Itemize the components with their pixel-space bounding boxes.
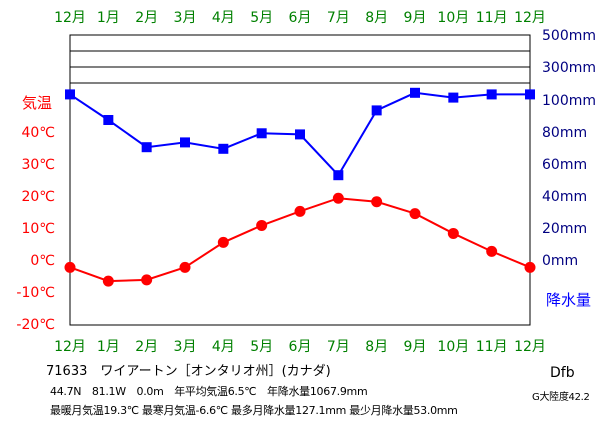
temperature-series [64,192,536,287]
top-month-label: 4月 [212,10,235,26]
precip-point [180,137,190,148]
bottom-month-label: 8月 [365,339,388,355]
temp-point [332,192,344,204]
temp-point [524,261,536,273]
precip-point [218,143,229,154]
precip-tick-label: 100mm [542,93,596,109]
precip-point [65,89,75,100]
climate-chart: 12月 1月 2月 3月 4月 5月 6月 7月 8月 9月 10月 11月 12月 12月 1月 2月 3月… [16,10,596,355]
top-month-label: 12月 [514,10,546,26]
precip-tick-label: 60mm [542,157,587,173]
temp-point [141,274,153,286]
top-month-label: 11月 [476,10,508,26]
top-month-label: 5月 [250,10,273,26]
bottom-month-label: 5月 [250,339,273,355]
top-month-label: 6月 [289,10,312,26]
bottom-month-label: 6月 [289,339,312,355]
temp-point [294,205,306,217]
precip-tick-label: 80mm [542,125,587,141]
top-month-label: 1月 [97,10,120,26]
precip-point [333,170,344,181]
station-extremes-line: 最暖月気温19.3℃ 最寒月気温-6.6℃ 最多月降水量127.1mm 最少月降… [50,404,458,417]
temp-tick-label: 0℃ [30,253,55,269]
temp-point [217,236,229,248]
top-month-label: 2月 [135,10,158,26]
temp-axis-title: 気温 [22,94,52,112]
plot-frame [69,34,531,326]
bottom-month-label: 9月 [404,339,427,355]
bottom-month-label: 2月 [135,339,158,355]
temp-tick-label: -10℃ [16,285,55,301]
temp-point [486,245,498,257]
plot-border [69,34,531,326]
bottom-month-label: 11月 [476,339,508,355]
precip-tick-label: 300mm [542,60,596,76]
bottom-month-label: 1月 [97,339,120,355]
top-month-label: 12月 [54,10,86,26]
temperature-axis: -20℃ -10℃ 0℃ 10℃ 20℃ 30℃ 40℃ 気温 [16,94,55,333]
bottom-month-label: 7月 [327,339,350,355]
bottom-month-label: 12月 [514,339,546,355]
temp-tick-label: 40℃ [21,125,55,141]
precip-point [525,89,535,100]
precip-point [295,129,305,140]
koppen-class: Dfb [550,365,575,381]
top-month-label: 10月 [437,10,469,26]
precip-tick-label: 0mm [542,253,578,269]
precip-point [141,142,152,153]
top-month-label: 7月 [327,10,350,26]
precipitation-axis: 0mm 20mm 40mm 60mm 80mm 100mm 300mm 500mm 降水量 [542,28,596,309]
bottom-month-label: 12月 [54,339,86,355]
precip-tick-label: 20mm [542,221,587,237]
station-name: 71633 ワイアートン［オンタリオ州］(カナダ) [46,364,331,379]
temp-point [447,227,459,239]
temp-tick-label: -20℃ [16,317,55,333]
temp-point [409,208,421,220]
top-month-label: 8月 [365,10,388,26]
temp-point [256,219,268,231]
bottom-month-label: 4月 [212,339,235,355]
precip-point [371,105,382,116]
continentality-index: G大陸度42.2 [532,392,590,403]
bottom-month-label: 3月 [174,339,197,355]
top-month-label: 3月 [174,10,197,26]
bottom-month-labels: 12月 1月 2月 3月 4月 5月 6月 7月 8月 9月 10月 11月 12月 [54,339,546,355]
temp-point [179,261,191,273]
top-month-label: 9月 [404,10,427,26]
precip-point [256,128,267,139]
station-stats-line: 44.7N 81.1W 0.0m 年平均気温6.5℃ 年降水量1067.9mm [50,385,368,398]
temp-tick-label: 20℃ [21,189,55,205]
precip-point [486,89,497,100]
precipitation-series [65,87,535,181]
precip-point [410,87,420,98]
temp-tick-label: 30℃ [21,157,55,173]
temp-point [102,275,114,287]
temp-tick-label: 10℃ [21,221,55,237]
precip-tick-label: 40mm [542,189,587,205]
top-month-labels: 12月 1月 2月 3月 4月 5月 6月 7月 8月 9月 10月 11月 12月 [54,10,546,26]
precip-tick-label: 500mm [542,28,596,44]
temp-point [64,261,76,273]
precip-axis-title: 降水量 [546,291,591,309]
precip-point [103,115,114,125]
temp-point [371,196,383,208]
precip-point [448,92,459,103]
bottom-month-label: 10月 [437,339,469,355]
